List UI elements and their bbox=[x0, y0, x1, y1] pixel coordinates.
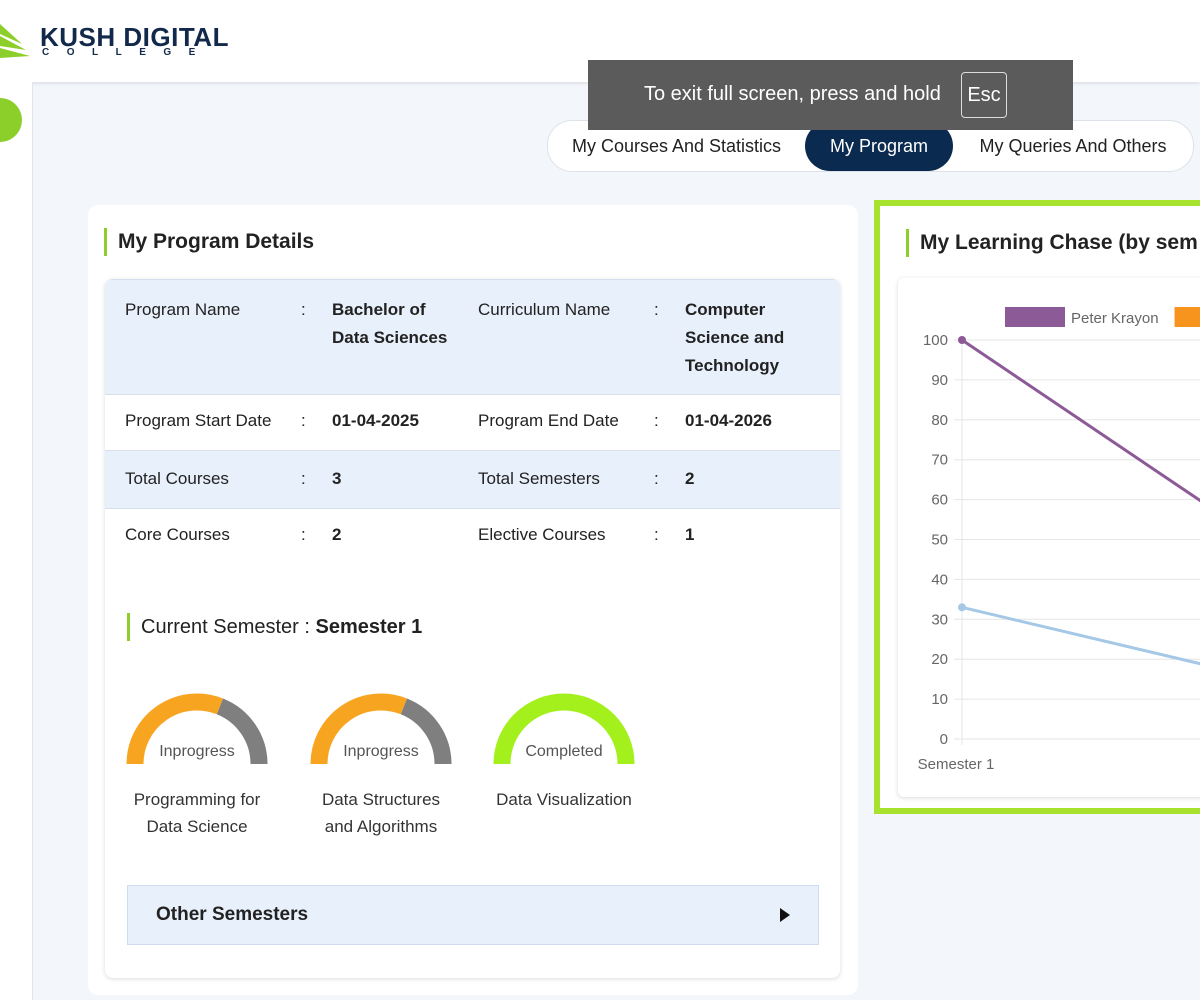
logo-subtitle: COLLEGE bbox=[42, 47, 213, 58]
course-name: Data Visualization bbox=[496, 790, 632, 809]
gauge-progress bbox=[126, 693, 223, 765]
detail-label: Total Semesters bbox=[478, 469, 600, 488]
expand-arrow bbox=[780, 908, 790, 922]
data-point bbox=[958, 336, 966, 344]
y-tick-label: 0 bbox=[940, 731, 948, 748]
y-tick-label: 20 bbox=[931, 651, 948, 668]
legend-label: Peter Krayon bbox=[1071, 310, 1159, 327]
y-tick-label: 30 bbox=[931, 611, 948, 628]
x-tick-label: Semester 1 bbox=[918, 756, 995, 773]
fullscreen-toast: To exit full screen, press and hold Esc bbox=[588, 60, 1073, 130]
detail-value: 01-04-2025 bbox=[332, 411, 419, 430]
detail-separator: : bbox=[654, 300, 659, 319]
gauge-progress bbox=[493, 693, 635, 765]
detail-value: 1 bbox=[685, 525, 695, 544]
current-semester-value: Semester 1 bbox=[315, 616, 423, 638]
gauge-track bbox=[400, 698, 452, 765]
current-semester: Current Semester : Semester 1 bbox=[127, 613, 422, 641]
detail-separator: : bbox=[654, 525, 659, 544]
gauge: Completed bbox=[493, 693, 635, 765]
detail-label: Program End Date bbox=[478, 411, 619, 430]
detail-separator: : bbox=[301, 300, 306, 319]
course-name: Programming for Data Science bbox=[133, 790, 261, 836]
sidebar bbox=[0, 82, 33, 1000]
card-title: My Learning Chase (by sem bbox=[906, 229, 1198, 257]
tab[interactable]: My Queries And Others bbox=[979, 136, 1167, 156]
detail-value: 2 bbox=[332, 525, 342, 544]
other-semesters[interactable]: Other Semesters bbox=[127, 885, 819, 945]
gauge-progress bbox=[310, 693, 407, 765]
gauge: Inprogress bbox=[126, 693, 268, 765]
detail-value: Computer Science and Technology bbox=[685, 300, 785, 375]
program-details: Program Name: Bachelor of Data Sciences Cu… bbox=[105, 279, 840, 978]
detail-separator: : bbox=[654, 411, 659, 430]
y-tick-label: 80 bbox=[931, 412, 948, 429]
detail-row: Program Start Date: 01-04-2025 Program End… bbox=[105, 393, 840, 450]
gauge-track bbox=[216, 698, 268, 765]
detail-label: Curriculum Name bbox=[478, 300, 611, 319]
gauge-status: Inprogress bbox=[159, 743, 235, 760]
legend-swatch bbox=[1174, 307, 1200, 327]
detail-value: 01-04-2026 bbox=[685, 411, 772, 430]
current-semester-label: Current Semester : bbox=[141, 616, 310, 638]
data-point bbox=[958, 603, 966, 612]
detail-row: Total Courses: 3 Total Semesters: 2 bbox=[105, 450, 840, 509]
detail-separator: : bbox=[301, 469, 306, 488]
sidebar-icon[interactable] bbox=[0, 98, 22, 142]
tab[interactable]: My Courses And Statistics bbox=[571, 136, 782, 156]
chart: 0 10 20 30 40 50 60 70 80 90 100 Semester 1 Peter Kr… bbox=[918, 307, 1200, 773]
logo-icon bbox=[0, 24, 30, 58]
other-semesters-label: Other Semesters bbox=[156, 904, 309, 925]
y-tick-label: 50 bbox=[931, 532, 948, 549]
detail-value: Bachelor of Data Sciences bbox=[332, 300, 448, 347]
legend-swatch bbox=[1005, 307, 1065, 327]
logo-title: KUSH DIGITAL bbox=[40, 22, 229, 52]
y-tick-label: 70 bbox=[931, 452, 948, 469]
y-tick-label: 60 bbox=[931, 492, 948, 509]
card-title: My Program Details bbox=[104, 228, 314, 256]
detail-separator: : bbox=[301, 525, 306, 544]
detail-row: Core Courses: 2 Elective Courses: 1 bbox=[105, 507, 840, 565]
y-tick-label: 90 bbox=[931, 372, 948, 389]
chart-panel: 0 10 20 30 40 50 60 70 80 90 100 Semester 1 Peter Kr… bbox=[898, 278, 1200, 797]
detail-separator: : bbox=[301, 411, 306, 430]
detail-label: Total Courses bbox=[125, 469, 229, 488]
y-tick-label: 100 bbox=[923, 332, 948, 349]
detail-separator: : bbox=[654, 469, 659, 488]
gauge-status: Completed bbox=[525, 743, 602, 760]
gauge: Inprogress bbox=[310, 693, 452, 765]
detail-row: Program Name: Bachelor of Data Sciences Cu… bbox=[105, 279, 840, 395]
series-line bbox=[961, 338, 1200, 503]
detail-value: 3 bbox=[332, 469, 342, 488]
series-line bbox=[961, 605, 1200, 666]
detail-label: Program Name bbox=[125, 300, 241, 319]
toast-text: To exit full screen, press and hold bbox=[644, 83, 941, 105]
detail-label: Elective Courses bbox=[478, 525, 606, 544]
course-name: Data Structures and Algorithms bbox=[321, 790, 441, 836]
detail-value: 2 bbox=[685, 469, 695, 488]
toast-key: Esc bbox=[961, 72, 1007, 118]
y-tick-label: 10 bbox=[931, 691, 948, 708]
gauge-status: Inprogress bbox=[343, 743, 419, 760]
detail-label: Core Courses bbox=[125, 525, 230, 544]
detail-label: Program Start Date bbox=[125, 411, 272, 430]
y-tick-label: 40 bbox=[931, 571, 948, 588]
